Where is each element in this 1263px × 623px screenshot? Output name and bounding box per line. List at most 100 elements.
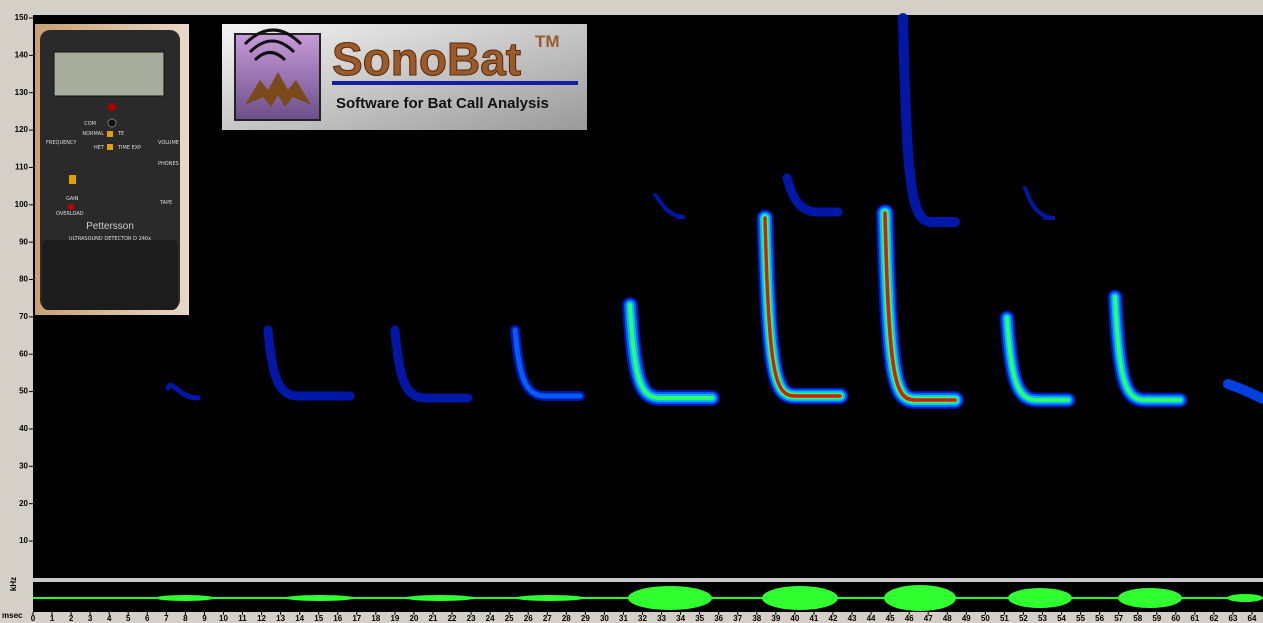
- top-bar: [0, 0, 1263, 14]
- x-tick-label: 39: [771, 614, 780, 623]
- device-label: TAPE: [159, 200, 172, 206]
- x-tick-label: 23: [467, 614, 476, 623]
- x-tick-label: 53: [1038, 614, 1047, 623]
- x-tick-label: 43: [848, 614, 857, 623]
- x-tick-label: 19: [390, 614, 399, 623]
- wave-burst: [285, 595, 355, 601]
- y-tick-label: 90: [19, 237, 28, 246]
- x-tick-label: 54: [1057, 614, 1066, 623]
- device-label: TE: [117, 131, 124, 137]
- x-tick-label: 60: [1171, 614, 1180, 623]
- x-tick-label: 63: [1229, 614, 1238, 623]
- device-label: NORMAL: [82, 131, 104, 137]
- device-label: OVERLOAD: [56, 211, 84, 217]
- device-label: GAIN: [66, 196, 79, 202]
- call: [883, 211, 957, 402]
- logo-tagline: Software for Bat Call Analysis: [336, 95, 549, 112]
- x-tick-label: 56: [1095, 614, 1104, 623]
- y-tick-label: 80: [19, 275, 28, 284]
- y-tick-label: 110: [15, 163, 28, 172]
- x-tick-label: 58: [1133, 614, 1142, 623]
- x-tick-label: 41: [809, 614, 818, 623]
- x-tick-label: 20: [409, 614, 418, 623]
- x-tick-label: 24: [486, 614, 495, 623]
- x-tick-label: 0: [31, 614, 36, 623]
- y-tick-label: 100: [15, 200, 29, 209]
- x-tick-label: 18: [371, 614, 380, 623]
- call: [898, 13, 960, 227]
- call: [1113, 295, 1182, 402]
- logo-trademark: TM: [535, 32, 560, 51]
- spectrogram-plot: [33, 15, 1263, 578]
- x-tick-label: 25: [505, 614, 514, 623]
- device-label: VOLUME: [158, 140, 179, 146]
- bat-calls: [165, 13, 1263, 409]
- x-tick-label: 27: [543, 614, 552, 623]
- x-tick-label: 50: [981, 614, 990, 623]
- x-tick-label: 38: [752, 614, 761, 623]
- x-tick-label: 64: [1248, 614, 1257, 623]
- y-tick-label: 30: [19, 461, 28, 470]
- x-tick-label: 21: [429, 614, 438, 623]
- x-tick-label: 40: [790, 614, 799, 623]
- x-tick-label: 28: [562, 614, 571, 623]
- y-unit: kHz: [9, 577, 18, 591]
- device-brand: Pettersson: [86, 221, 134, 232]
- wave-burst: [1227, 594, 1263, 602]
- x-tick-label: 6: [145, 614, 150, 623]
- wave-burst: [884, 585, 956, 611]
- device-label: HET: [94, 145, 105, 151]
- call: [1023, 186, 1056, 220]
- device-photo: COM NORMAL TE HET TIME EXP FREQUENCY VOL…: [35, 24, 189, 315]
- y-tick-label: 120: [15, 125, 29, 134]
- y-tick-label: 60: [19, 349, 28, 358]
- x-tick-label: 61: [1190, 614, 1199, 623]
- x-tick-label: 42: [829, 614, 838, 623]
- x-tick-label: 52: [1019, 614, 1028, 623]
- device-label: PHONES: [158, 161, 179, 167]
- y-tick-label: 50: [19, 387, 28, 396]
- x-tick-label: 1: [50, 614, 55, 623]
- x-tick-label: 32: [638, 614, 647, 623]
- call: [782, 173, 843, 217]
- x-tick-label: 16: [333, 614, 342, 623]
- x-tick-label: 30: [600, 614, 609, 623]
- call: [628, 303, 714, 400]
- x-tick-label: 7: [164, 614, 169, 623]
- x-tick-label: 34: [676, 614, 685, 623]
- x-tick-label: 29: [581, 614, 590, 623]
- x-tick-label: 22: [448, 614, 457, 623]
- x-tick-label: 46: [905, 614, 914, 623]
- x-tick-label: 51: [1000, 614, 1009, 623]
- y-tick-label: 150: [15, 13, 29, 22]
- call: [390, 325, 473, 403]
- x-unit: msec: [2, 611, 23, 620]
- logo-name: SonoBat: [332, 33, 521, 85]
- x-tick-label: 5: [126, 614, 131, 623]
- x-tick-label: 49: [962, 614, 971, 623]
- wave-burst: [405, 595, 475, 601]
- call: [1223, 379, 1263, 404]
- call: [165, 382, 201, 401]
- wave-burst: [762, 586, 838, 610]
- wave-burst: [515, 595, 585, 601]
- x-tick-label: 4: [107, 614, 112, 623]
- y-tick-label: 140: [15, 50, 29, 59]
- x-tick-label: 10: [219, 614, 228, 623]
- x-tick-label: 35: [695, 614, 704, 623]
- x-tick-label: 13: [276, 614, 285, 623]
- x-tick-label: 33: [657, 614, 666, 623]
- wave-burst: [1118, 588, 1182, 608]
- wave-burst: [628, 586, 712, 610]
- x-tick-label: 47: [924, 614, 933, 623]
- call: [1005, 316, 1070, 402]
- call: [653, 193, 686, 219]
- logo: SonoBat TM Software for Bat Call Analysi…: [222, 24, 587, 130]
- x-tick-label: 17: [352, 614, 361, 623]
- x-tick-label: 55: [1076, 614, 1085, 623]
- x-tick-label: 15: [314, 614, 323, 623]
- x-tick-label: 45: [886, 614, 895, 623]
- x-tick-label: 9: [202, 614, 207, 623]
